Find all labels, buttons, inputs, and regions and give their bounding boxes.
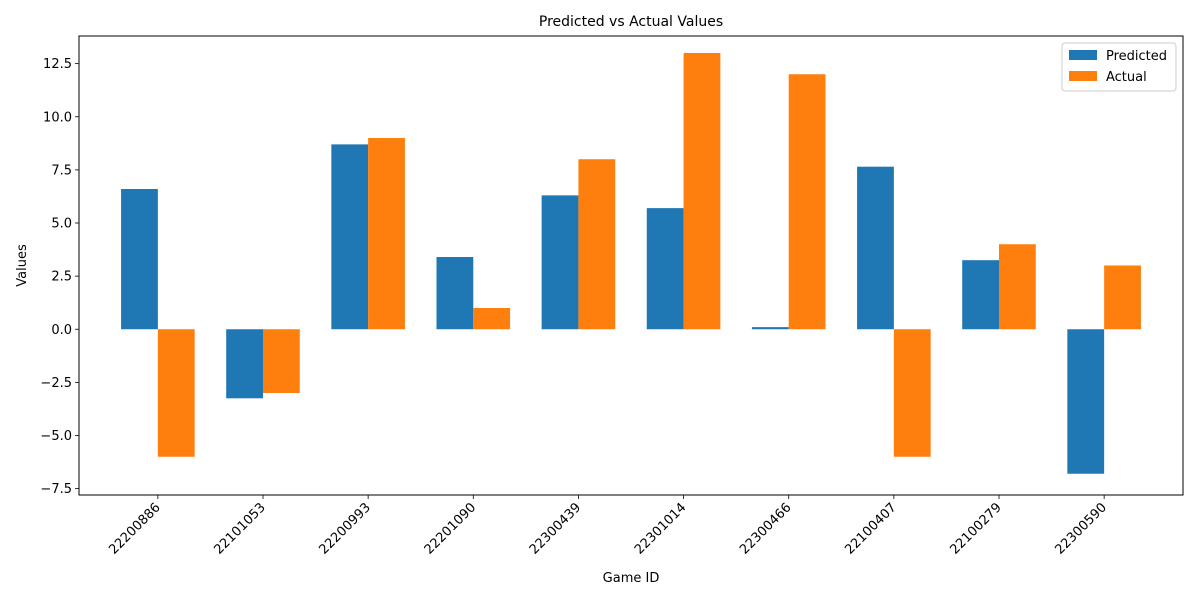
x-tick-label: 22100279 xyxy=(947,500,1004,557)
bar-actual-22300590 xyxy=(1104,265,1141,330)
bar-actual-22300439 xyxy=(578,159,616,330)
bar-actual-22301014 xyxy=(683,53,721,330)
bar-actual-22300466 xyxy=(788,74,826,330)
x-tick-label: 22300590 xyxy=(1053,500,1110,557)
bar-predicted-22300439 xyxy=(541,195,579,330)
legend-label-actual: Actual xyxy=(1106,70,1147,85)
y-tick-label: 7.5 xyxy=(51,163,72,178)
bar-predicted-22100279 xyxy=(962,260,999,330)
y-axis-label: Values xyxy=(15,244,30,287)
legend-swatch-predicted xyxy=(1069,50,1097,60)
bar-predicted-22101053 xyxy=(226,329,263,399)
x-tick-label: 22200993 xyxy=(317,500,374,557)
y-tick-label: 12.5 xyxy=(43,57,72,72)
bar-predicted-22300466 xyxy=(751,327,789,330)
y-tick-label: −5.0 xyxy=(40,429,72,444)
bar-predicted-22200886 xyxy=(121,189,158,330)
y-tick-label: −7.5 xyxy=(40,482,72,497)
x-tick-label: 22300439 xyxy=(527,500,584,557)
bar-actual-22100279 xyxy=(999,244,1036,330)
bar-predicted-22100407 xyxy=(857,166,894,330)
y-axis-ticks: −7.5 −5.0 −2.5 0.0 2.5 5.0 7.5 10.0 12.5 xyxy=(40,57,79,497)
x-axis-label: Game ID xyxy=(603,571,660,586)
bar-predicted-22200993 xyxy=(331,144,369,330)
bar-predicted-22301014 xyxy=(646,208,684,330)
bar-predicted-22201090 xyxy=(436,257,474,330)
plot-frame xyxy=(78,35,1184,496)
x-tick-label: 22301014 xyxy=(632,500,689,557)
legend-swatch-actual xyxy=(1069,71,1097,81)
x-tick-label: 22300466 xyxy=(737,500,794,557)
y-tick-label: 0.0 xyxy=(51,323,72,338)
y-tick-label: 2.5 xyxy=(51,270,72,285)
x-axis-ticks: 22200886 22101053 22200993 22201090 22300439… xyxy=(106,495,1110,558)
x-tick-label: 22200886 xyxy=(106,500,163,557)
x-tick-label: 22101053 xyxy=(211,500,268,557)
bar-actual-22200886 xyxy=(157,329,195,457)
bar-actual-22101053 xyxy=(263,329,300,393)
x-tick-label: 22201090 xyxy=(422,500,479,557)
y-tick-label: 5.0 xyxy=(51,217,72,232)
bar-actual-22200993 xyxy=(368,138,405,330)
y-tick-label: 10.0 xyxy=(43,110,72,125)
bar-actual-22100407 xyxy=(893,329,931,457)
bar-predicted-22300590 xyxy=(1067,329,1105,474)
legend-label-predicted: Predicted xyxy=(1106,49,1167,64)
x-tick-label: 22100407 xyxy=(842,500,899,557)
bar-actual-22201090 xyxy=(473,308,511,330)
y-tick-label: −2.5 xyxy=(40,376,72,391)
bars-group xyxy=(121,53,1141,474)
chart-title: Predicted vs Actual Values xyxy=(539,14,723,30)
legend: Predicted Actual xyxy=(1061,42,1177,92)
